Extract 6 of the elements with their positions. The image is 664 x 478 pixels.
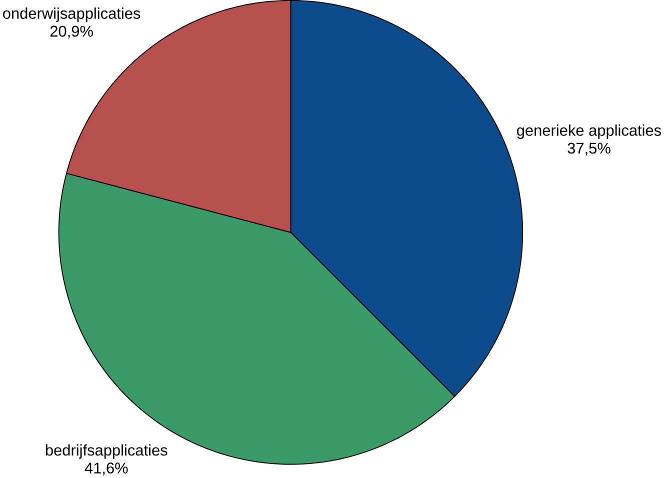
data-label: 20,9% <box>50 26 93 39</box>
data-label: 41,6% <box>84 462 128 476</box>
slice-label: generieke applicaties <box>517 124 662 140</box>
slice-label: onderwijsapplicaties <box>3 8 140 22</box>
slice-label: bedrijfsapplicaties <box>46 444 168 459</box>
data-label: 37,5% <box>568 142 610 156</box>
